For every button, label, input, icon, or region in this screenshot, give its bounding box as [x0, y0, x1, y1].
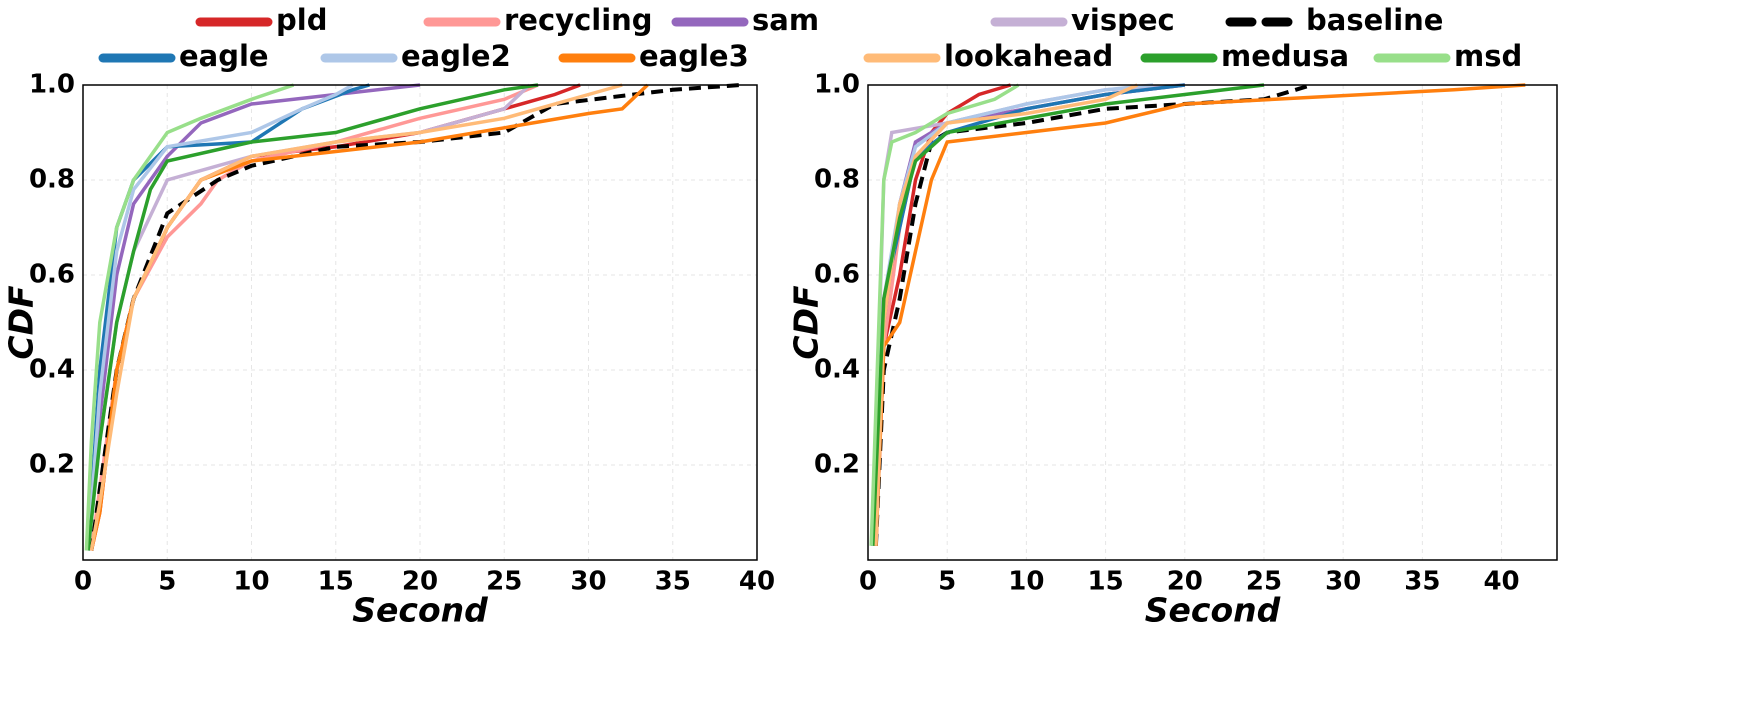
x-tick-label: 25	[486, 567, 522, 597]
x-tick-label: 35	[1404, 567, 1440, 597]
cdf-line	[84, 83, 295, 551]
y-axis-label: CDF	[787, 285, 826, 360]
y-tick-label: 0.4	[814, 355, 860, 385]
legend-label: eagle	[179, 39, 269, 73]
y-axis-label: CDF	[2, 285, 41, 360]
x-axis-label: Second	[1145, 591, 1281, 630]
cdf-line	[871, 83, 1265, 546]
x-tick-label: 0	[74, 567, 92, 597]
cdf-line	[874, 83, 1139, 546]
x-tick-label: 25	[1246, 567, 1282, 597]
cdf-line	[869, 83, 1020, 546]
x-tick-label: 10	[233, 567, 269, 597]
x-tick-label: 15	[1087, 567, 1123, 597]
cdf-line	[89, 83, 623, 551]
x-tick-label: 5	[938, 567, 956, 597]
x-tick-label: 40	[1483, 567, 1519, 597]
cdf-line	[89, 83, 649, 551]
x-tick-label: 20	[1167, 567, 1203, 597]
legend-label: lookahead	[944, 39, 1113, 73]
x-tick-label: 30	[570, 567, 606, 597]
y-tick-label: 0.2	[29, 450, 75, 480]
legend-label: eagle3	[639, 39, 749, 73]
x-tick-label: 35	[655, 567, 691, 597]
legend-label: medusa	[1221, 39, 1349, 73]
axes-frame	[867, 84, 1558, 561]
y-tick-label: 0.8	[814, 165, 860, 195]
legend-label: sam	[752, 3, 819, 37]
cdf-line	[874, 83, 1526, 546]
x-tick-label: 20	[402, 567, 438, 597]
axes-frame	[82, 84, 758, 561]
y-tick-label: 0.2	[814, 450, 860, 480]
x-tick-label: 0	[859, 567, 877, 597]
legend-label: recycling	[504, 3, 653, 37]
cdf-line	[871, 83, 1154, 546]
x-tick-label: 15	[318, 567, 354, 597]
y-tick-label: 0.6	[814, 260, 860, 290]
x-tick-label: 5	[158, 567, 176, 597]
cdf-line	[86, 83, 354, 551]
y-tick-label: 0.4	[29, 355, 75, 385]
cdf-line	[86, 83, 421, 551]
legend-label: msd	[1454, 39, 1522, 73]
legend-label: vispec	[1071, 3, 1175, 37]
x-axis-label: Second	[352, 591, 488, 630]
x-tick-label: 40	[739, 567, 775, 597]
x-tick-label: 10	[1008, 567, 1044, 597]
cdf-line	[86, 83, 539, 551]
legend-label: eagle2	[401, 39, 511, 73]
legend-label: baseline	[1306, 3, 1443, 37]
y-tick-label: 0.8	[29, 165, 75, 195]
y-tick-label: 0.6	[29, 260, 75, 290]
legend-label: pld	[276, 3, 327, 37]
y-tick-label: 1.0	[29, 70, 75, 100]
x-tick-label: 30	[1325, 567, 1361, 597]
y-tick-label: 1.0	[814, 70, 860, 100]
